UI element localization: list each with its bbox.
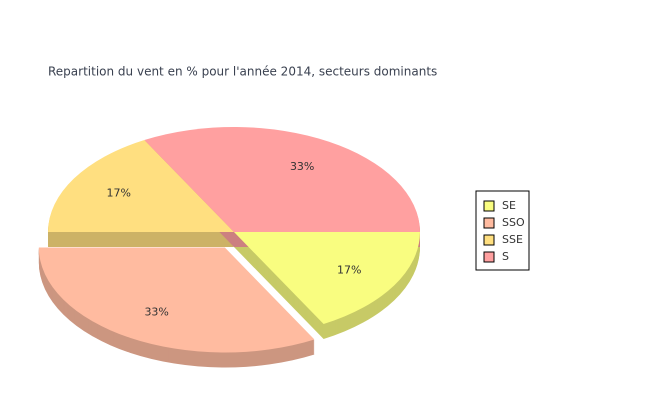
- slice: [48, 139, 234, 232]
- slice: [234, 232, 420, 325]
- value-label: 17%: [107, 187, 131, 200]
- value-label: 17%: [337, 263, 361, 276]
- slice: [144, 126, 421, 232]
- legend-label: SSE: [502, 233, 523, 246]
- chart-title: Repartition du vent en % pour l'année 20…: [48, 65, 437, 79]
- slice: [38, 247, 315, 353]
- legend-swatch: [483, 251, 495, 263]
- legend-swatch: [483, 200, 495, 212]
- value-label: 33%: [290, 160, 314, 173]
- legend-swatch: [483, 217, 495, 229]
- legend-label: SSO: [502, 216, 525, 229]
- value-label: 33%: [144, 306, 168, 319]
- legend-swatch: [483, 234, 495, 246]
- legend-label: S: [502, 250, 509, 263]
- legend-label: SE: [502, 199, 516, 212]
